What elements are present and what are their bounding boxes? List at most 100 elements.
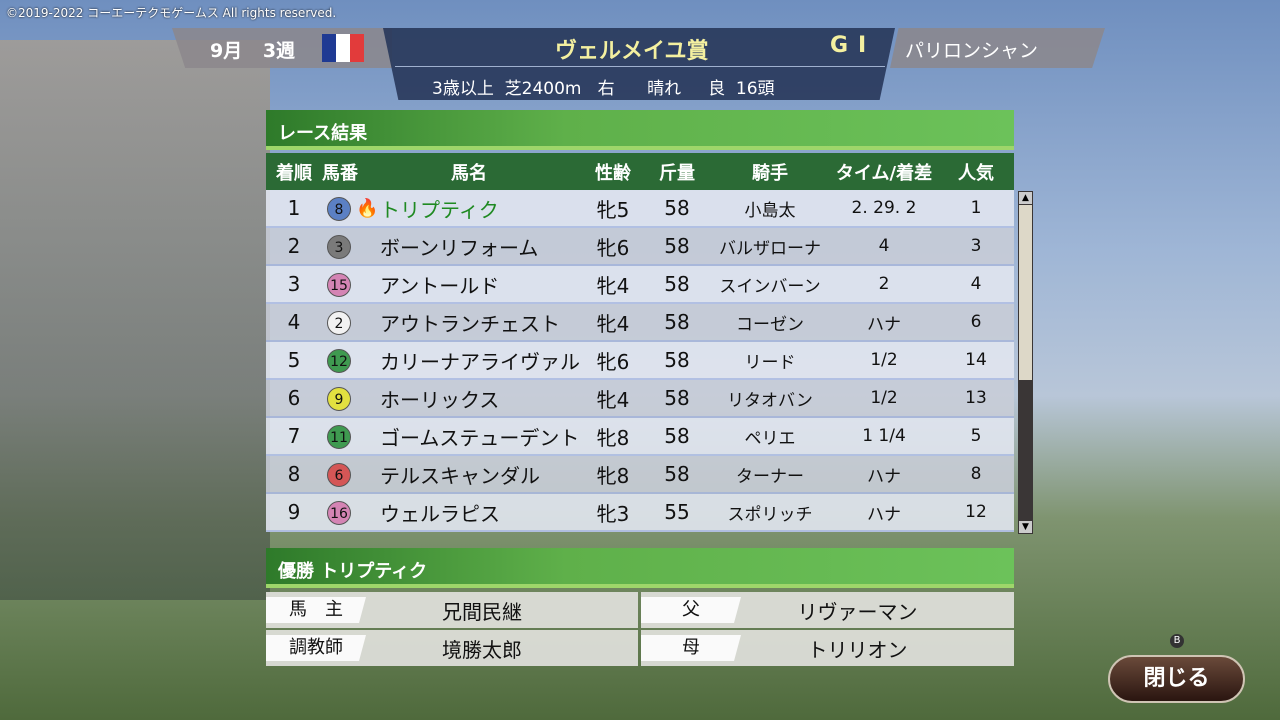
dam-label: 母 xyxy=(641,635,741,661)
winner-title: 優勝 トリプティク xyxy=(266,548,1014,588)
popularity: 4 xyxy=(970,274,982,294)
fire-icon: 🔥 xyxy=(356,197,378,219)
time-margin: ハナ xyxy=(867,504,901,525)
horse-number-badge: 15 xyxy=(327,273,351,297)
results-header: 着順 馬番 馬名 性齢 斤量 騎手 タイム/着差 人気 xyxy=(266,153,1014,190)
scroll-thumb[interactable] xyxy=(1019,205,1032,380)
horse-name: トリプティク xyxy=(380,197,499,222)
weight: 58 xyxy=(664,424,690,448)
time-margin: 2. 29. 2 xyxy=(851,198,917,218)
horse-number-badge: 11 xyxy=(327,425,351,449)
france-flag-icon xyxy=(322,34,364,62)
horse-name: ウェルラピス xyxy=(380,501,500,526)
column-header: 騎手 xyxy=(752,162,788,184)
horse-name: アウトランチェスト xyxy=(380,311,560,336)
sex-age: 牝4 xyxy=(596,273,630,298)
sex-age: 牝8 xyxy=(596,425,630,450)
sex-age: 牝4 xyxy=(596,311,630,336)
horse-number-badge: 3 xyxy=(327,235,351,259)
race-date: 9月 3週 xyxy=(210,40,296,62)
table-row[interactable]: 5 12 カリーナアライヴァル 牝6 58 リード 1/2 14 xyxy=(266,342,1014,380)
owner-value: 兄間民継 xyxy=(442,599,522,624)
weight: 58 xyxy=(664,272,690,296)
column-header: 馬番 xyxy=(322,162,358,184)
time-margin: 1 1/4 xyxy=(862,426,906,446)
horse-number-badge: 12 xyxy=(327,349,351,373)
sex-age: 牝6 xyxy=(596,235,630,260)
sex-age: 牝5 xyxy=(596,197,630,222)
table-row[interactable]: 1 8 🔥 トリプティク 牝5 58 小島太 2. 29. 2 1 xyxy=(266,190,1014,228)
trainer-label: 調教師 xyxy=(266,635,366,661)
sex-age: 牝6 xyxy=(596,349,630,374)
horse-name: カリーナアライヴァル xyxy=(380,349,580,374)
scrollbar[interactable]: ▲ ▼ xyxy=(1018,191,1033,534)
jockey: ターナー xyxy=(736,466,804,487)
table-row[interactable]: 4 2 アウトランチェスト 牝4 58 コーゼン ハナ 6 xyxy=(266,304,1014,342)
column-header: 馬名 xyxy=(451,162,487,184)
table-row[interactable]: 8 6 テルスキャンダル 牝8 58 ターナー ハナ 8 xyxy=(266,456,1014,494)
owner-row: 馬 主 兄間民継 xyxy=(266,592,638,628)
jockey: リード xyxy=(744,352,796,373)
dam-value: トリリオン xyxy=(807,637,908,662)
sex-age: 牝3 xyxy=(596,501,630,526)
scroll-down-icon[interactable]: ▼ xyxy=(1019,521,1032,533)
race-name: ヴェルメイユ賞 xyxy=(555,39,709,64)
scroll-up-icon[interactable]: ▲ xyxy=(1019,192,1032,204)
popularity: 1 xyxy=(970,198,982,218)
venue-panel xyxy=(890,28,1105,68)
jockey: スポリッチ xyxy=(727,504,813,525)
weight: 58 xyxy=(664,234,690,258)
dam-row: 母 トリリオン xyxy=(641,630,1014,666)
table-row[interactable]: 6 9 ホーリックス 牝4 58 リタオバン 1/2 13 xyxy=(266,380,1014,418)
column-header: 性齢 xyxy=(595,162,631,184)
position: 2 xyxy=(287,234,301,258)
horse-name: ボーンリフォーム xyxy=(380,235,539,260)
time-margin: ハナ xyxy=(867,466,901,487)
position: 1 xyxy=(287,196,301,220)
jockey: コーゼン xyxy=(736,314,804,335)
time-margin: 1/2 xyxy=(870,388,898,408)
race-conditions: 3歳以上 芝2400m 右 晴れ 良 16頭 xyxy=(432,79,775,99)
popularity: 5 xyxy=(970,426,982,446)
table-row[interactable]: 7 11 ゴームステューデント 牝8 58 ペリエ 1 1/4 5 xyxy=(266,418,1014,456)
owner-label: 馬 主 xyxy=(266,597,366,623)
horse-name: ゴームステューデント xyxy=(380,425,580,450)
sire-value: リヴァーマン xyxy=(797,599,918,624)
position: 8 xyxy=(287,462,301,486)
jockey: バルザローナ xyxy=(719,238,821,259)
grandstand-background xyxy=(0,40,270,600)
trainer-row: 調教師 境勝太郎 xyxy=(266,630,638,666)
trainer-value: 境勝太郎 xyxy=(442,637,522,662)
copyright: ©2019-2022 コーエーテクモゲームス All rights reserv… xyxy=(6,6,337,20)
weight: 58 xyxy=(664,196,690,220)
column-header: 斤量 xyxy=(659,162,695,184)
position: 3 xyxy=(287,272,301,296)
time-margin: 2 xyxy=(878,274,890,294)
horse-name: ホーリックス xyxy=(380,387,500,412)
race-grade: GI xyxy=(830,33,877,58)
results-title: レース結果 xyxy=(266,110,1014,150)
horse-number-badge: 9 xyxy=(327,387,351,411)
sex-age: 牝4 xyxy=(596,387,630,412)
time-margin: 1/2 xyxy=(870,350,898,370)
venue: パリロンシャン xyxy=(905,40,1039,62)
race-panel xyxy=(383,28,895,100)
horse-number-badge: 8 xyxy=(327,197,351,221)
close-button[interactable]: 閉じる xyxy=(1108,655,1245,703)
horse-number-badge: 6 xyxy=(327,463,351,487)
table-row[interactable]: 2 3 ボーンリフォーム 牝6 58 バルザローナ 4 3 xyxy=(266,228,1014,266)
horse-name: テルスキャンダル xyxy=(380,463,540,488)
sex-age: 牝8 xyxy=(596,463,630,488)
table-row[interactable]: 9 16 ウェルラピス 牝3 55 スポリッチ ハナ 12 xyxy=(266,494,1014,532)
time-margin: 4 xyxy=(878,236,890,256)
divider xyxy=(395,66,885,67)
time-margin: ハナ xyxy=(867,314,901,335)
position: 9 xyxy=(287,500,301,524)
table-row[interactable]: 3 15 アントールド 牝4 58 スインバーン 2 4 xyxy=(266,266,1014,304)
sire-row: 父 リヴァーマン xyxy=(641,592,1014,628)
weight: 55 xyxy=(664,500,690,524)
popularity: 8 xyxy=(970,464,982,484)
weight: 58 xyxy=(664,386,690,410)
column-header: 人気 xyxy=(958,162,994,184)
